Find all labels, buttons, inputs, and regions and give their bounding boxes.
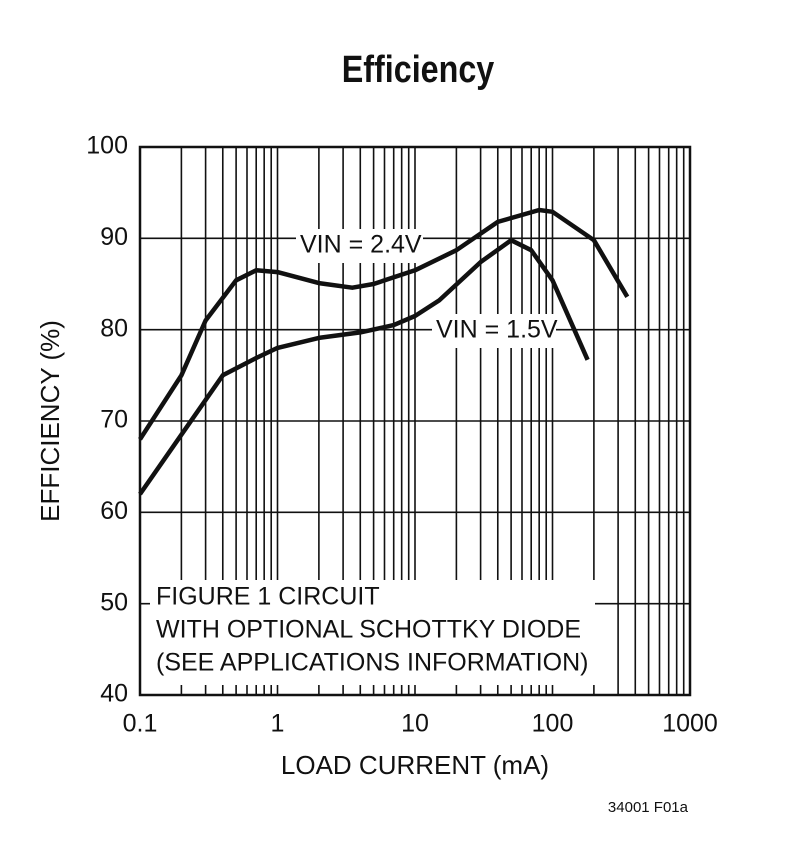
y-tick-label: 80 bbox=[100, 314, 128, 342]
series-label: VIN = 1.5V bbox=[436, 316, 558, 344]
x-tick-label: 10 bbox=[401, 710, 429, 738]
series-line bbox=[138, 207, 630, 441]
y-tick-label: 40 bbox=[100, 680, 128, 708]
x-tick-label: 1000 bbox=[662, 710, 718, 738]
series-line bbox=[138, 237, 590, 496]
x-tick-label: 1 bbox=[271, 710, 285, 738]
annotation: WITH OPTIONAL SCHOTTKY DIODE bbox=[156, 616, 581, 644]
y-tick-label: 50 bbox=[100, 588, 128, 616]
annotation: (SEE APPLICATIONS INFORMATION) bbox=[156, 649, 588, 677]
x-tick-label: 100 bbox=[532, 710, 574, 738]
series-label-background bbox=[296, 229, 423, 263]
y-tick-label: 60 bbox=[100, 497, 128, 525]
annotation-background bbox=[150, 580, 595, 685]
x-axis-label: LOAD CURRENT (mA) bbox=[281, 750, 549, 780]
footnote: 34001 F01a bbox=[608, 799, 689, 816]
y-tick-label: 70 bbox=[100, 406, 128, 434]
x-tick-label: 0.1 bbox=[123, 710, 158, 738]
annotation: FIGURE 1 CIRCUIT bbox=[156, 583, 380, 611]
y-axis-label: EFFICIENCY (%) bbox=[35, 320, 65, 522]
y-tick-label: 90 bbox=[100, 223, 128, 251]
series-label-background bbox=[432, 314, 556, 348]
y-tick-label: 100 bbox=[86, 132, 128, 160]
plot-frame bbox=[138, 145, 692, 697]
series-label: VIN = 2.4V bbox=[300, 231, 422, 259]
chart-title: Efficiency bbox=[342, 49, 495, 91]
